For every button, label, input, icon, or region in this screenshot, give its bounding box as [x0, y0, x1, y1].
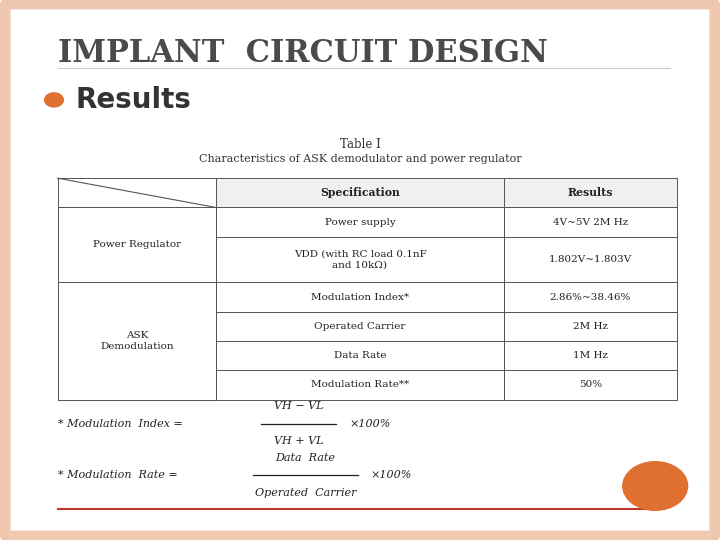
Bar: [216, 312, 504, 341]
Bar: [216, 370, 504, 400]
Bar: [58, 370, 216, 400]
Text: Specification: Specification: [320, 187, 400, 198]
Text: Data Rate: Data Rate: [334, 351, 386, 360]
Bar: [504, 178, 677, 207]
Circle shape: [623, 462, 688, 510]
Text: Operated Carrier: Operated Carrier: [315, 322, 405, 331]
Bar: [58, 237, 216, 282]
Bar: [504, 370, 677, 400]
FancyBboxPatch shape: [5, 4, 715, 536]
Text: IMPLANT  CIRCUIT DESIGN: IMPLANT CIRCUIT DESIGN: [58, 38, 547, 69]
Bar: [504, 207, 677, 237]
Bar: [216, 341, 504, 370]
Text: Modulation Index*: Modulation Index*: [311, 293, 409, 302]
Bar: [216, 282, 504, 312]
Bar: [216, 237, 504, 282]
Text: 50%: 50%: [579, 381, 602, 389]
Circle shape: [45, 93, 63, 107]
Text: Modulation Rate**: Modulation Rate**: [311, 381, 409, 389]
Bar: [216, 178, 504, 207]
Text: 2.86%~38.46%: 2.86%~38.46%: [549, 293, 631, 302]
Bar: [58, 207, 216, 237]
Bar: [504, 312, 677, 341]
Text: Power supply: Power supply: [325, 218, 395, 227]
Text: Data  Rate: Data Rate: [276, 453, 336, 463]
Text: 2M Hz: 2M Hz: [573, 322, 608, 331]
Text: VH − VL: VH − VL: [274, 401, 323, 411]
Bar: [216, 207, 504, 237]
Bar: [58, 282, 216, 400]
Text: ×100%: ×100%: [371, 470, 412, 480]
Bar: [58, 178, 216, 207]
Text: ×100%: ×100%: [349, 419, 390, 429]
Text: ASK
Demodulation: ASK Demodulation: [100, 331, 174, 351]
Text: Table I: Table I: [340, 138, 380, 151]
Bar: [58, 282, 216, 312]
Text: Results: Results: [567, 187, 613, 198]
Bar: [58, 207, 216, 282]
Text: Results: Results: [76, 86, 192, 114]
Text: VDD (with RC load 0.1nF
and 10kΩ): VDD (with RC load 0.1nF and 10kΩ): [294, 249, 426, 269]
Text: * Modulation  Index =: * Modulation Index =: [58, 419, 186, 429]
Bar: [58, 341, 216, 370]
Bar: [58, 312, 216, 341]
Text: VH + VL: VH + VL: [274, 436, 323, 447]
Bar: [504, 282, 677, 312]
Text: 1.802V~1.803V: 1.802V~1.803V: [549, 255, 632, 264]
Text: * Modulation  Rate =: * Modulation Rate =: [58, 470, 181, 480]
Text: Power Regulator: Power Regulator: [93, 240, 181, 249]
Text: Characteristics of ASK demodulator and power regulator: Characteristics of ASK demodulator and p…: [199, 154, 521, 164]
Bar: [504, 237, 677, 282]
Text: Operated  Carrier: Operated Carrier: [255, 488, 356, 498]
Text: 1M Hz: 1M Hz: [573, 351, 608, 360]
Text: 4V~5V 2M Hz: 4V~5V 2M Hz: [553, 218, 628, 227]
Bar: [504, 341, 677, 370]
